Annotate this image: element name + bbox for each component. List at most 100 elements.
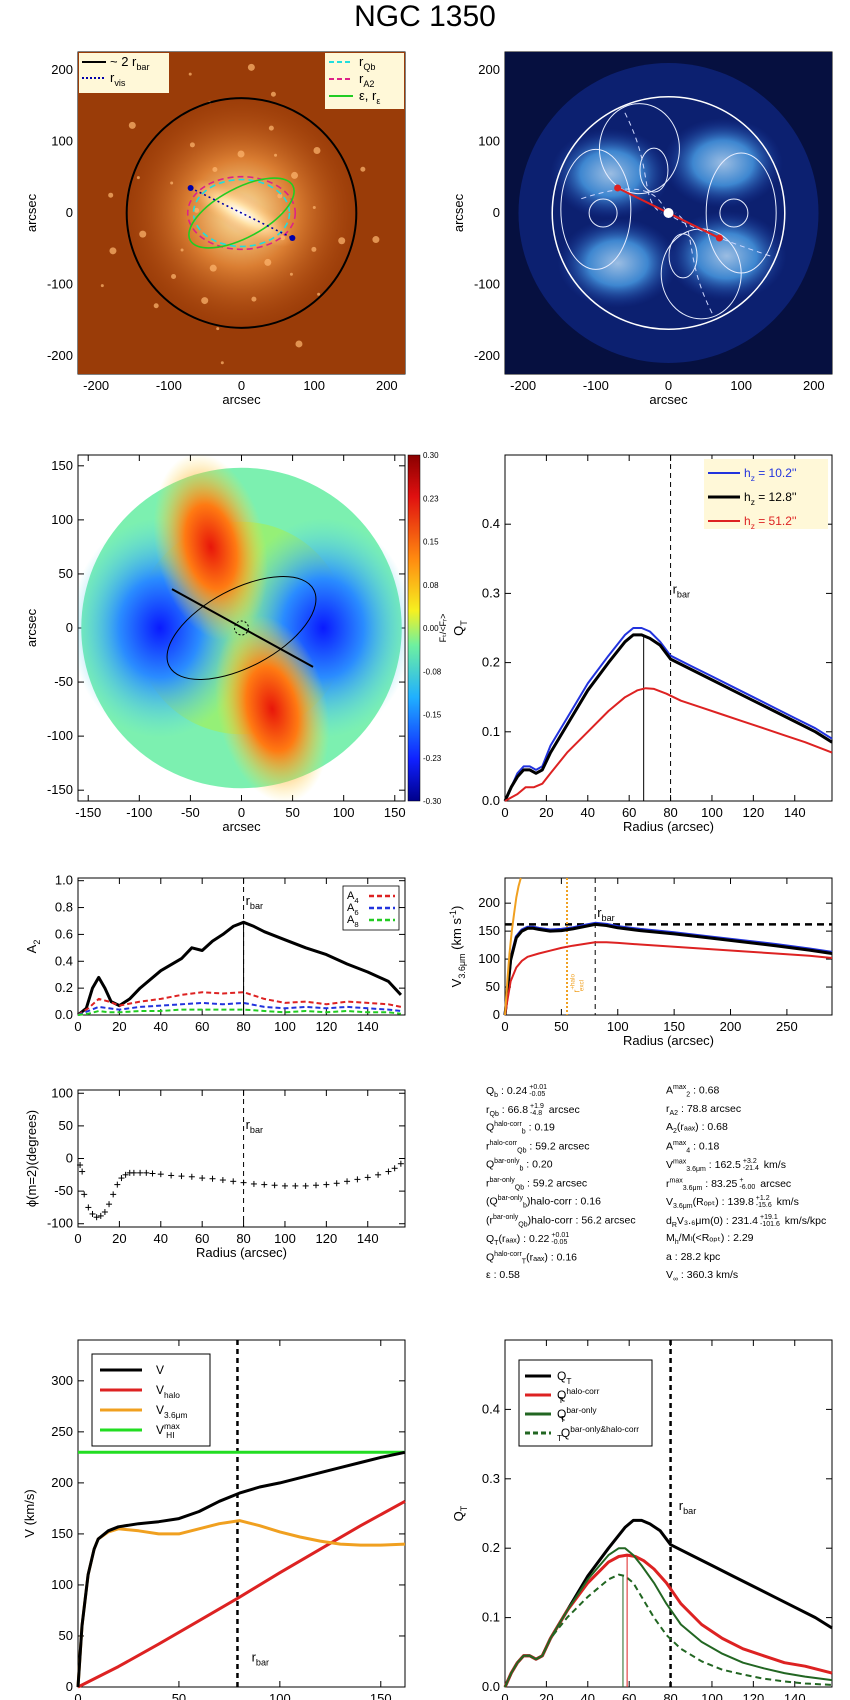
colorbar bbox=[407, 454, 421, 802]
y-axis-label: arcsec bbox=[451, 193, 466, 232]
x-tick-label: 150 bbox=[384, 805, 406, 820]
plot-frame bbox=[504, 454, 833, 802]
legend-label: ~ 2 rbar bbox=[110, 54, 150, 72]
y-axis-label: V (km/s) bbox=[22, 1489, 37, 1537]
colorbar-tick-label: 0.08 bbox=[423, 581, 439, 590]
dashed-contour bbox=[581, 188, 666, 210]
rbar-annotation: rbar bbox=[597, 905, 615, 923]
x-tick-label: 120 bbox=[316, 1231, 338, 1246]
legend-box bbox=[79, 53, 169, 93]
parameter-row: (rbar-onlyQb)halo-corr : 56.2 arcsec bbox=[486, 1213, 636, 1229]
legend-label: hz = 12.8'' bbox=[744, 490, 797, 507]
x-tick-label: 0 bbox=[501, 805, 508, 820]
y-tick-label: 1.0 bbox=[55, 873, 73, 888]
star-spot bbox=[247, 63, 255, 71]
x-tick-label: 120 bbox=[316, 1019, 338, 1034]
legend-label: rA2 bbox=[359, 71, 374, 89]
star-spot bbox=[313, 146, 321, 154]
x-tick-label: -150 bbox=[75, 805, 101, 820]
phase-point bbox=[130, 1169, 137, 1176]
phase-point bbox=[385, 1168, 392, 1175]
phase-point bbox=[250, 1180, 257, 1187]
x-tick-label: 0 bbox=[501, 1691, 508, 1700]
phase-point bbox=[168, 1172, 175, 1179]
phase-point bbox=[199, 1175, 206, 1182]
phase-point bbox=[149, 1170, 156, 1177]
contour-loop bbox=[668, 233, 698, 279]
colorbar-tick-label: 0.15 bbox=[423, 538, 439, 547]
colorbar-tick-label: 0.30 bbox=[423, 451, 439, 460]
series-line bbox=[77, 991, 402, 1016]
x-tick-label: 0 bbox=[665, 378, 672, 393]
series-line bbox=[504, 941, 833, 1016]
star-spot bbox=[317, 292, 321, 296]
axes-img1: -200 -100 0 100 200 -200 -100 0 100 200 arcsec ~ 2 … bbox=[24, 51, 406, 407]
star-spot bbox=[109, 247, 117, 255]
phase-point bbox=[89, 1210, 96, 1217]
legend-box bbox=[704, 459, 828, 529]
legend-label: hz = 51.2'' bbox=[744, 514, 797, 531]
parameter-row: rhalo-corrQb : 59.2 arcsec bbox=[486, 1139, 590, 1155]
y-tick-label: 100 bbox=[51, 133, 73, 148]
x-axis-label: Radius (arcsec) bbox=[623, 1033, 714, 1048]
phase-point bbox=[333, 1180, 340, 1187]
blue-lobe bbox=[550, 128, 671, 219]
star-spot bbox=[171, 274, 177, 280]
y-tick-label: 0.6 bbox=[55, 926, 73, 941]
parameter-row: a : 28.2 kpc bbox=[666, 1250, 721, 1263]
rbar-annotation: rbar bbox=[679, 1498, 697, 1516]
series-line bbox=[77, 1008, 402, 1016]
x-tick-label: 20 bbox=[112, 1019, 126, 1034]
parameter-row: rA2 : 78.8 arcsec bbox=[666, 1102, 742, 1117]
x-tick-label: -200 bbox=[510, 378, 536, 393]
x-tick-label: 100 bbox=[333, 805, 355, 820]
x-tick-label: 0 bbox=[238, 805, 245, 820]
contour-loop bbox=[588, 198, 618, 228]
series-line bbox=[503, 1553, 833, 1688]
star-spot bbox=[212, 166, 218, 172]
star-spot bbox=[220, 361, 224, 365]
x-tick-label: 140 bbox=[784, 1691, 806, 1700]
y-tick-label: 200 bbox=[51, 1475, 73, 1490]
parameter-row: Qhalo-corrb : 0.19 bbox=[486, 1121, 555, 1136]
x-tick-label: 40 bbox=[154, 1231, 168, 1246]
rbar-annotation: rbar bbox=[252, 1649, 270, 1667]
phase-point bbox=[106, 1201, 113, 1208]
y-tick-label: -100 bbox=[47, 277, 73, 292]
star-spot bbox=[289, 272, 293, 276]
x-tick-label: 20 bbox=[539, 1691, 553, 1700]
x-tick-label: 200 bbox=[376, 378, 398, 393]
x-tick-label: -100 bbox=[126, 805, 152, 820]
phase-point bbox=[271, 1182, 278, 1189]
y-tick-label: 0.2 bbox=[482, 655, 500, 670]
series-line bbox=[504, 687, 833, 802]
x-tick-label: 0 bbox=[74, 1231, 81, 1246]
legend-label: Vmax HI bbox=[156, 1421, 181, 1440]
x-tick-label: 250 bbox=[776, 1019, 798, 1034]
phase-point bbox=[101, 1208, 108, 1215]
y-tick-label: 100 bbox=[51, 1577, 73, 1592]
phase-point bbox=[79, 1168, 86, 1175]
x-tick-label: 100 bbox=[269, 1691, 291, 1700]
star-spot bbox=[264, 258, 272, 266]
star-spot bbox=[280, 235, 286, 241]
legend-label: V bbox=[156, 1363, 164, 1377]
y-tick-label: 150 bbox=[478, 923, 500, 938]
y-tick-label: 150 bbox=[51, 1526, 73, 1541]
y-tick-label: 300 bbox=[51, 1373, 73, 1388]
series-line bbox=[504, 877, 522, 1016]
x-tick-label: 20 bbox=[539, 805, 553, 820]
rexcl-annotation: r+halo excl bbox=[569, 974, 585, 993]
axes-v36: 0 50 100 150 200 250 0 50 100 150 200 Radius (arcse… bbox=[448, 877, 833, 1048]
x-tick-label: 50 bbox=[172, 1691, 186, 1700]
x-tick-label: 100 bbox=[274, 1231, 296, 1246]
phase-point bbox=[230, 1178, 237, 1185]
y-tick-label: 0.3 bbox=[482, 1471, 500, 1486]
phase-point bbox=[344, 1178, 351, 1185]
plot-frame bbox=[77, 877, 406, 1016]
y-tick-label: -50 bbox=[54, 1183, 73, 1198]
y-tick-label: 0 bbox=[66, 1679, 73, 1694]
y-tick-label: 0.0 bbox=[55, 1007, 73, 1022]
y-tick-label: 0.0 bbox=[482, 793, 500, 808]
